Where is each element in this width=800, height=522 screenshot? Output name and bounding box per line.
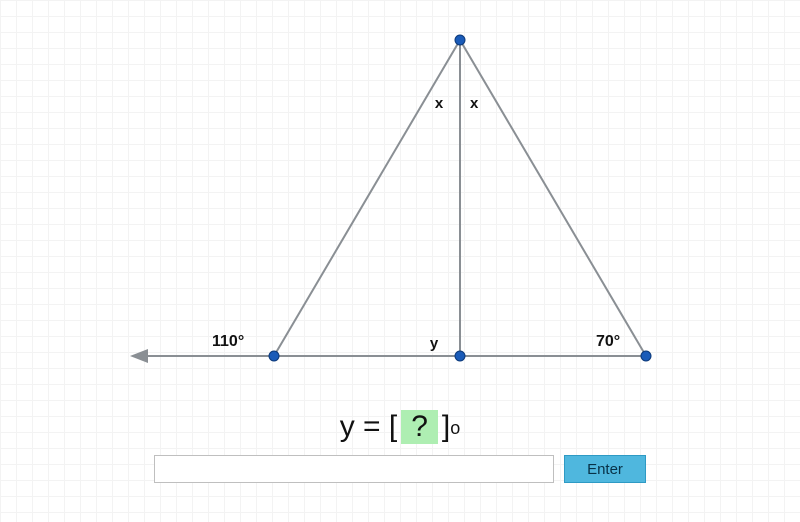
vertex-base-left [269, 351, 279, 361]
question-prefix: y = [ [340, 410, 398, 444]
label-y: y [430, 335, 439, 352]
enter-button[interactable]: Enter [564, 455, 646, 483]
answer-row: Enter [0, 455, 800, 483]
geometry-diagram: x x y 110° 70° [0, 0, 800, 410]
question-line: y = [ ? ] o [0, 410, 800, 444]
label-x-left: x [435, 95, 444, 112]
label-110: 110° [212, 333, 244, 350]
question-unit-sup: o [450, 418, 460, 439]
edges [130, 40, 646, 363]
edge-left-side [274, 40, 460, 356]
vertex-base-right [641, 351, 651, 361]
question-blank: ? [401, 410, 438, 444]
label-x-right: x [470, 95, 479, 112]
answer-input[interactable] [154, 455, 554, 483]
vertex-base-mid [455, 351, 465, 361]
label-70: 70° [596, 333, 620, 350]
edge-right-side [460, 40, 646, 356]
question-suffix: ] [442, 410, 450, 444]
ray-arrowhead-icon [130, 349, 148, 363]
labels: x x y 110° 70° [212, 95, 620, 352]
vertex-apex [455, 35, 465, 45]
